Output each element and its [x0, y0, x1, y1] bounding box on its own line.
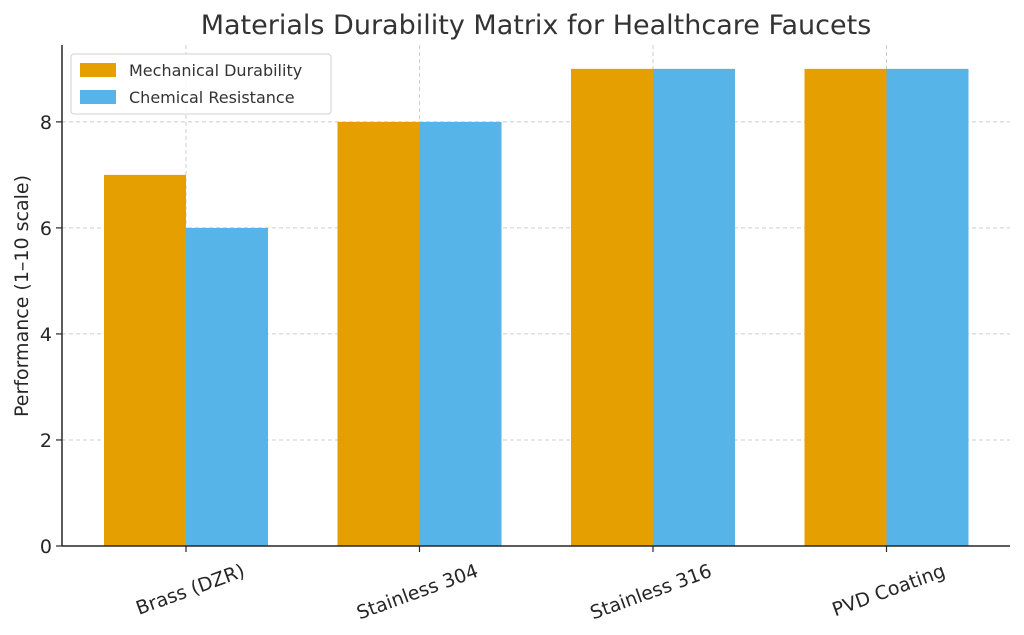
bar-mechanical-durability-stainless-304: [337, 121, 420, 546]
bars: [104, 68, 969, 546]
bar-mechanical-durability-brass-dzr: [104, 174, 186, 546]
bar-chemical-resistance-brass-dzr: [186, 227, 268, 546]
x-tick-label-pvd-coating: PVD Coating: [829, 560, 948, 621]
y-tick-label: 2: [40, 430, 52, 452]
bar-chemical-resistance-stainless-304: [419, 121, 502, 546]
chart-title: Materials Durability Matrix for Healthca…: [201, 10, 872, 41]
axes: [61, 45, 1010, 547]
x-tick-label-stainless-304: Stainless 304: [354, 560, 481, 624]
bar-chemical-resistance-stainless-316: [653, 68, 735, 546]
y-tick-label: 4: [40, 324, 52, 346]
x-ticks: Brass (DZR) Stainless 304 Stainless 316 PVD…: [133, 546, 948, 624]
y-ticks: 0 2 4 6 8: [40, 112, 62, 558]
bar-chemical-resistance-pvd-coating: [886, 68, 969, 546]
legend-swatch-chemical-resistance: [80, 90, 116, 104]
x-tick-label-brass-dzr: Brass (DZR): [133, 560, 248, 620]
legend-label-chemical-resistance: Chemical Resistance: [129, 88, 295, 107]
legend: Mechanical Durability Chemical Resistanc…: [70, 53, 332, 115]
legend-swatch-mechanical-durability: [80, 63, 116, 77]
y-tick-label: 6: [40, 218, 52, 240]
y-tick-label: 8: [40, 112, 52, 134]
bar-mechanical-durability-pvd-coating: [804, 68, 887, 546]
y-tick-label: 0: [40, 536, 52, 558]
legend-label-mechanical-durability: Mechanical Durability: [129, 61, 302, 80]
bar-mechanical-durability-stainless-316: [571, 68, 653, 546]
x-tick-label-stainless-316: Stainless 316: [587, 560, 714, 624]
legend-frame: [70, 53, 332, 115]
y-axis-label: Performance (1–10 scale): [11, 175, 33, 417]
